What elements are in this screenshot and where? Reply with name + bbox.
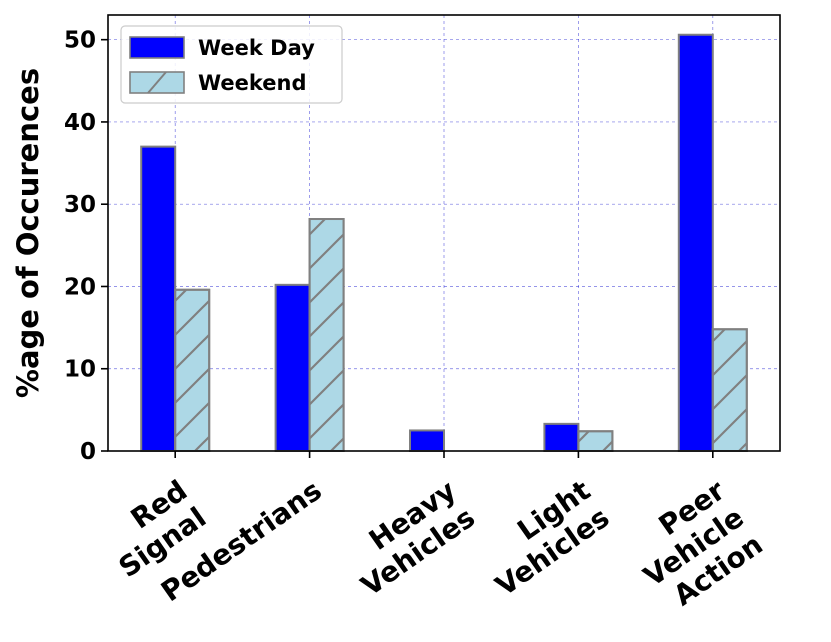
y-tick-label: 50 [64,28,96,54]
x-tick-label: PeerVehicleAction [619,474,769,621]
bar-hatch [308,218,345,452]
legend-hatch [147,71,167,94]
y-tick-label: 30 [64,192,96,218]
y-axis: 0 10 20 30 40 50 [64,28,108,465]
legend-swatch [129,36,185,59]
bar-week-day [677,33,714,452]
x-tick-label: HeavyVehicles [336,474,481,603]
bar-hatch [577,430,614,452]
bar-week-day [409,429,445,452]
x-tick-label: LightVehicles [471,474,616,603]
bar-week-day [274,283,311,452]
y-tick-label: 0 [80,439,96,465]
y-tick-label: 10 [64,357,96,383]
legend-label: Week Day [198,36,315,60]
bar-week-day [140,145,177,452]
bar-week-day [543,422,580,453]
y-tick-label: 20 [64,274,96,300]
y-axis-title: %age of Occurences [11,68,45,398]
bars [140,33,748,453]
legend: Week Day Weekend [120,25,343,104]
legend-label: Weekend [198,71,307,95]
bar-hatch [711,328,748,452]
y-tick-label: 40 [64,110,96,136]
bar-hatch [174,288,211,452]
